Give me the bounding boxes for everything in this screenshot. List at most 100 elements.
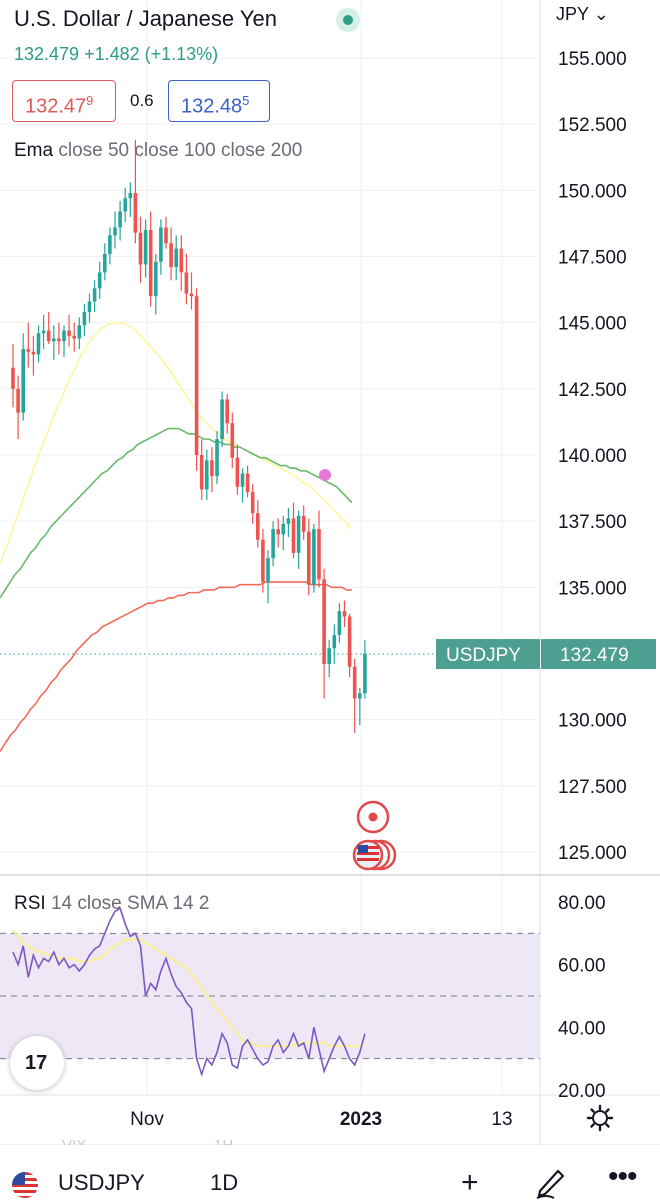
candle-body <box>235 457 240 487</box>
candle-body <box>128 192 133 199</box>
candle-body <box>77 325 82 339</box>
candle-body <box>92 288 97 302</box>
ema-line-50 <box>0 321 353 564</box>
candle-body <box>276 529 280 535</box>
candle-body <box>352 666 357 699</box>
symbol-tag[interactable] <box>436 639 540 670</box>
buy-price-button[interactable]: 132.485 <box>168 80 270 122</box>
candle-body <box>199 455 204 490</box>
candle-body <box>62 330 66 342</box>
candle-body <box>205 460 209 490</box>
ema-layer <box>0 321 540 752</box>
settings-icon[interactable] <box>586 1104 614 1132</box>
plus-icon[interactable]: + <box>461 1166 479 1199</box>
candle-body <box>169 243 173 268</box>
candle-body <box>210 460 214 477</box>
ema-line-200 <box>0 581 352 752</box>
candle-body <box>67 330 71 336</box>
candle-body <box>296 515 301 553</box>
candle-body <box>108 235 112 254</box>
tradingview-logo-glyph: 17 <box>25 1052 48 1074</box>
pencil-icon[interactable] <box>534 1163 568 1199</box>
price-tag[interactable] <box>541 639 656 670</box>
candle-body <box>148 230 153 297</box>
rsi-legend-name: RSI <box>14 893 46 914</box>
time-tick-label: 13 <box>491 1109 512 1130</box>
rsi-tick-label: 40.00 <box>558 1018 606 1039</box>
candle-body <box>36 333 41 355</box>
ema-legend[interactable]: Ema close 50 close 100 close 200 <box>14 140 302 162</box>
candle-body <box>82 312 87 326</box>
tradingview-logo[interactable]: 17 <box>10 1036 64 1090</box>
candle-layer <box>11 140 367 733</box>
sell-price-button[interactable]: 132.479 <box>12 80 116 122</box>
candle-body <box>179 248 184 273</box>
currency-label: JPY <box>556 4 589 24</box>
candle-body <box>337 611 342 635</box>
candle-body <box>11 367 15 389</box>
candle-body <box>57 338 61 342</box>
candle-body <box>312 529 316 585</box>
market-status-icon[interactable] <box>336 8 360 32</box>
candle-body <box>46 330 51 342</box>
price-tick-label: 127.500 <box>558 777 627 798</box>
candle-body <box>194 296 199 455</box>
rsi-legend[interactable]: RSI 14 close SMA 14 2 <box>14 893 209 915</box>
buy-price-sup: 5 <box>242 93 250 108</box>
symbol-title[interactable]: U.S. Dollar / Japanese Yen <box>14 6 277 31</box>
time-tick-label: 2023 <box>340 1109 382 1130</box>
ema-line-100 <box>0 427 353 599</box>
candle-body <box>164 227 168 244</box>
candle-body <box>250 492 255 514</box>
candle-body <box>327 648 331 665</box>
rsi-legend-params: 14 close SMA 14 2 <box>50 893 210 914</box>
sell-price-main: 132.47 <box>25 95 87 118</box>
ema-cross-marker[interactable] <box>319 469 331 481</box>
candle-body <box>266 558 270 583</box>
candle-body <box>342 611 347 617</box>
bottom-toolbar <box>0 1145 660 1200</box>
candle-body <box>230 423 235 458</box>
us-flag-event-icon[interactable] <box>352 839 397 871</box>
candle-body <box>21 349 25 413</box>
candle-body <box>286 518 291 524</box>
candle-body <box>363 653 367 694</box>
candle-body <box>261 539 265 583</box>
price-change-quote: 132.479 +1.482 (+1.13%) <box>14 44 219 64</box>
ema-legend-params: close 50 close 100 close 200 <box>58 140 303 161</box>
spread-value: 0.6 <box>130 91 154 110</box>
candle-body <box>307 531 311 585</box>
price-tick-label: 145.000 <box>558 314 627 335</box>
rsi-tick-label: 60.00 <box>558 956 606 977</box>
currency-selector[interactable]: JPY ⌄ <box>556 4 609 25</box>
candle-body <box>281 523 286 535</box>
candle-body <box>317 529 321 580</box>
price-tag-label: 132.479 <box>560 645 629 666</box>
candle-body <box>26 349 31 352</box>
candle-body <box>113 227 117 236</box>
symbol-selector[interactable]: USDJPY <box>58 1170 145 1195</box>
candle-body <box>87 301 92 313</box>
candle-body <box>215 439 219 477</box>
event-icon[interactable] <box>356 800 390 834</box>
candle-body <box>52 338 56 342</box>
candle-body <box>291 518 296 553</box>
price-tick-label: 137.500 <box>558 512 627 533</box>
candle-body <box>256 513 260 540</box>
more-icon[interactable]: ••• <box>608 1160 637 1193</box>
price-tick-label: 150.000 <box>558 181 627 202</box>
candle-body <box>358 693 362 699</box>
candle-body <box>174 248 178 268</box>
candle-body <box>301 515 306 532</box>
candle-body <box>118 211 122 228</box>
rsi-line <box>12 907 366 1077</box>
candle-body <box>123 198 127 212</box>
symbol-tag-label: USDJPY <box>446 645 521 666</box>
interval-selector[interactable]: 1D <box>210 1170 239 1195</box>
price-tick-label: 135.000 <box>558 578 627 599</box>
ema-legend-name: Ema <box>14 140 54 161</box>
rsi-tick-label: 20.00 <box>558 1081 606 1102</box>
candle-body <box>72 335 76 339</box>
buy-price-main: 132.48 <box>181 95 243 118</box>
